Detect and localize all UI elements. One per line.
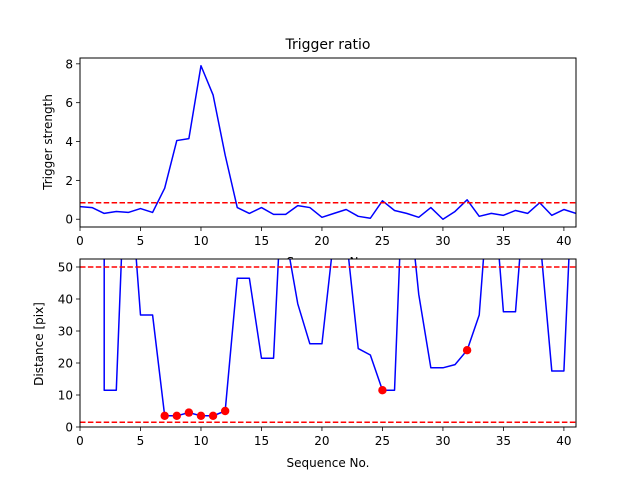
x-tick-label: 15 [254,434,269,448]
x-axis-label: Sequence No. [287,456,370,470]
x-tick-label: 0 [76,434,84,448]
y-tick-label: 6 [65,96,73,110]
data-point-marker [462,346,472,355]
x-tick-label: 25 [375,434,390,448]
y-tick-label: 50 [58,261,73,275]
y-tick-label: 10 [58,389,73,403]
y-tick-label: 8 [65,57,73,71]
x-tick-label: 25 [375,234,390,248]
y-tick-label: 0 [65,421,73,435]
data-point-marker [184,408,194,417]
x-ticks: 0 5 10 15 20 25 30 35 40 [76,227,572,248]
y-tick-label: 0 [65,213,73,227]
data-point-marker [378,386,387,395]
y-axis-label: Distance [pix] [32,302,46,386]
data-point-marker [160,411,169,420]
data-point-marker [208,411,218,420]
x-tick-label: 40 [556,234,571,248]
x-tick-label: 5 [137,434,145,448]
x-ticks: 0 5 10 15 20 25 30 35 40 [76,427,572,448]
x-tick-label: 30 [435,234,450,248]
x-tick-label: 40 [556,434,571,448]
x-tick-label: 35 [496,434,511,448]
data-point-marker [220,406,230,416]
y-tick-label: 2 [65,174,73,188]
y-tick-label: 30 [58,325,73,339]
x-tick-label: 0 [76,234,84,248]
plot-area [80,65,576,220]
x-tick-label: 10 [193,434,208,448]
x-tick-label: 30 [435,434,450,448]
data-point-marker [172,411,181,420]
distance-axes: Distance [pix] 0 5 10 15 20 25 30 35 40 0 10 20 30 4… [32,258,577,470]
x-tick-label: 5 [137,234,145,248]
y-tick-label: 20 [58,357,73,371]
x-tick-label: 20 [314,234,329,248]
axes-frame [79,57,577,228]
series-line [103,259,570,417]
plot-area [80,259,576,423]
x-tick-label: 20 [314,434,329,448]
x-tick-label: 35 [496,234,511,248]
x-tick-label: 15 [254,234,269,248]
chart-title: Trigger ratio [284,37,370,53]
x-tick-label: 10 [193,234,208,248]
y-ticks: 0 10 20 30 40 50 [58,261,80,435]
y-ticks: 0 2 4 6 8 [65,57,80,227]
series-line [80,65,576,220]
y-tick-label: 4 [65,135,73,149]
y-axis-label: Trigger strength [41,94,55,191]
data-point-marker [196,411,206,420]
y-tick-label: 40 [58,293,73,307]
axes-frame [79,258,577,428]
